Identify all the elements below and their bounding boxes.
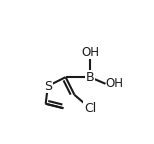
Text: OH: OH bbox=[81, 46, 99, 59]
Text: Cl: Cl bbox=[84, 102, 96, 115]
Text: B: B bbox=[86, 71, 94, 84]
Text: OH: OH bbox=[105, 77, 124, 90]
Text: S: S bbox=[44, 79, 52, 93]
